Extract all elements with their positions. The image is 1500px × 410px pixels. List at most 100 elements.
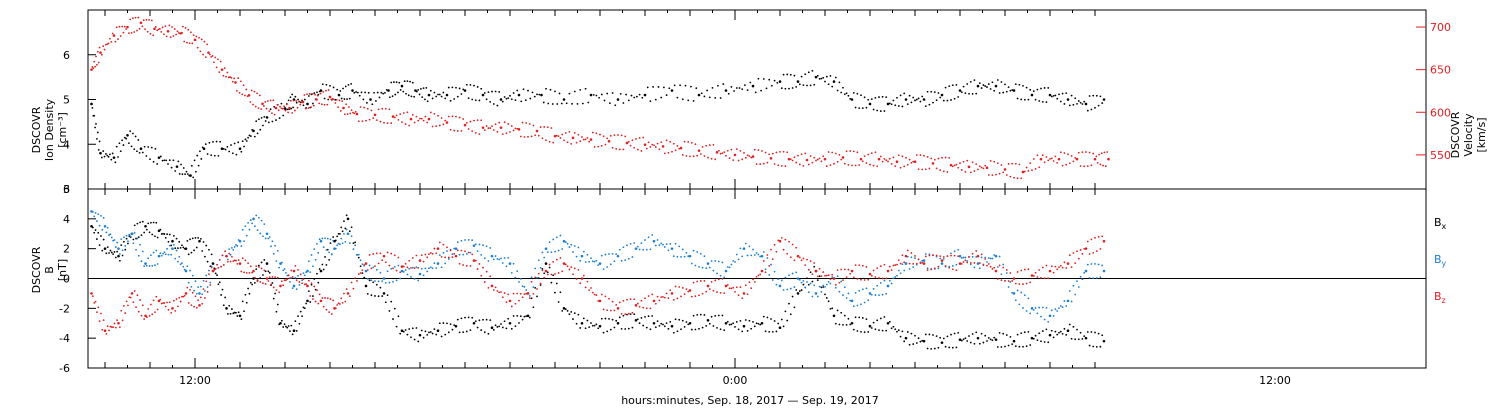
- bz-fill-point: [1063, 261, 1066, 264]
- by-fill-point: [243, 240, 245, 243]
- velocity-fill-point: [908, 158, 911, 161]
- bx-fill-point: [669, 320, 672, 323]
- velocity-fill-point: [905, 156, 907, 159]
- bx-point: [976, 336, 980, 340]
- bx-fill-point: [824, 293, 826, 296]
- velocity-fill-point: [924, 168, 927, 171]
- bx-fill-point: [458, 331, 461, 334]
- by-fill-point: [1101, 264, 1104, 267]
- density-fill-point: [727, 92, 730, 95]
- density-fill-point: [971, 93, 974, 95]
- by-fill-point: [168, 244, 171, 247]
- by-point: [580, 254, 584, 258]
- velocity-fill-point: [901, 155, 904, 158]
- bz-fill-point: [343, 292, 345, 295]
- velocity-point: [859, 157, 863, 161]
- bz-fill-point: [290, 269, 293, 272]
- velocity-fill-point: [584, 138, 587, 141]
- bx-fill-point: [204, 255, 206, 258]
- density-fill-point: [1029, 88, 1032, 91]
- velocity-point: [787, 157, 791, 161]
- by-fill-point: [233, 246, 236, 248]
- density-fill-point: [350, 82, 353, 85]
- density-fill-point: [928, 103, 931, 106]
- bx-fill-point: [775, 330, 778, 333]
- bx-fill-point: [584, 327, 587, 330]
- velocity-fill-point: [157, 28, 160, 31]
- density-fill-point: [545, 87, 547, 90]
- density-fill-point: [431, 97, 434, 100]
- bz-fill-point: [933, 267, 936, 270]
- density-fill-point: [465, 83, 468, 86]
- by-fill-point: [687, 255, 690, 258]
- bz-fill-point: [1088, 253, 1091, 255]
- bz-fill-point: [267, 280, 270, 282]
- bx-fill-point: [114, 256, 117, 259]
- by-fill-point: [282, 269, 285, 272]
- velocity-fill-point: [892, 156, 895, 159]
- by-fill-point: [317, 251, 320, 254]
- bx-point: [211, 262, 215, 265]
- density-fill-point: [95, 123, 97, 125]
- bx-fill-point: [415, 327, 418, 329]
- by-fill-point: [516, 270, 519, 273]
- bz-fill-point: [460, 249, 463, 252]
- bx-fill-point: [159, 228, 162, 231]
- bz-point: [598, 299, 602, 303]
- bz-fill-point: [919, 262, 922, 265]
- bz-fill-point: [476, 268, 479, 270]
- bx-fill-point: [135, 237, 137, 240]
- bz-fill-point: [613, 309, 616, 312]
- velocity-fill-point: [222, 74, 225, 77]
- density-fill-point: [231, 152, 234, 155]
- bx-fill-point: [555, 282, 558, 285]
- density-fill-point: [600, 93, 603, 96]
- bx-fill-point: [737, 328, 740, 331]
- bx-fill-point: [602, 331, 605, 334]
- by-fill-point: [854, 291, 857, 294]
- bz-fill-point: [256, 279, 259, 281]
- velocity-fill-point: [509, 131, 511, 133]
- velocity-fill-point: [372, 117, 375, 120]
- density-fill-point: [130, 145, 133, 148]
- by-fill-point: [253, 225, 256, 228]
- bz-fill-point: [692, 281, 695, 284]
- velocity-fill-point: [701, 146, 704, 148]
- bz-fill-point: [139, 299, 142, 301]
- density-fill-point: [498, 91, 501, 93]
- by-fill-point: [755, 252, 758, 254]
- bz-fill-point: [543, 276, 546, 279]
- bx-fill-point: [732, 322, 735, 325]
- density-point: [1030, 93, 1034, 97]
- bz-fill-point: [112, 326, 114, 329]
- by-fill-point: [150, 254, 152, 257]
- bz-fill-point: [510, 305, 513, 308]
- bz-fill-point: [588, 289, 591, 292]
- density-fill-point: [809, 84, 812, 87]
- bz-fill-point: [413, 267, 416, 270]
- velocity-fill-point: [343, 113, 346, 116]
- by-fill-point: [500, 257, 502, 260]
- by-fill-point: [108, 234, 110, 236]
- by-fill-point: [710, 260, 713, 262]
- density-fill-point: [611, 92, 614, 94]
- velocity-fill-point: [272, 99, 275, 102]
- b-tick-label: 0: [63, 273, 70, 286]
- bx-fill-point: [232, 312, 235, 315]
- by-fill-point: [498, 258, 501, 261]
- bz-fill-point: [629, 298, 632, 301]
- density-fill-point: [735, 87, 738, 89]
- bx-fill-point: [1029, 344, 1032, 346]
- density-fill-point: [592, 93, 595, 96]
- bz-fill-point: [699, 280, 702, 282]
- velocity-fill-point: [284, 109, 287, 112]
- by-fill-point: [962, 256, 965, 259]
- velocity-fill-point: [906, 163, 909, 166]
- velocity-fill-point: [230, 76, 233, 79]
- velocity-fill-point: [1054, 155, 1057, 158]
- velocity-fill-point: [708, 144, 711, 146]
- bx-point: [958, 338, 962, 341]
- bx-fill-point: [147, 222, 150, 225]
- bx-fill-point: [209, 265, 212, 268]
